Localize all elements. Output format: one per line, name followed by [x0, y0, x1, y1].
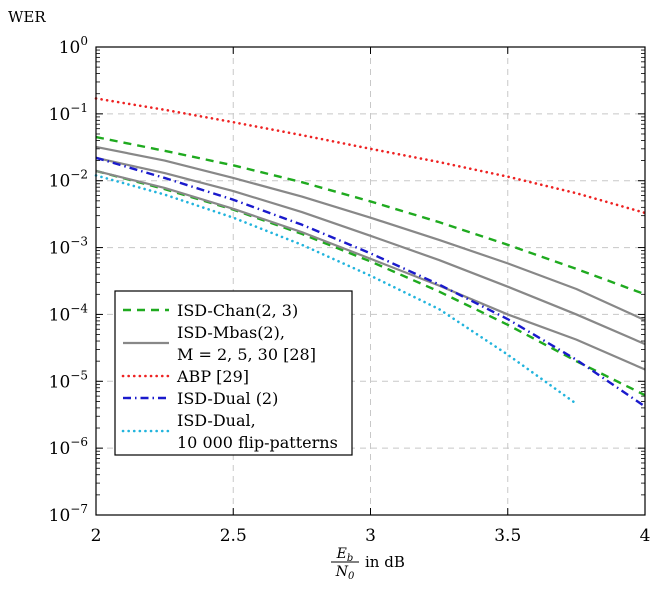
x-label-denominator: N0: [335, 564, 355, 582]
x-tick-label: 3.5: [494, 526, 521, 546]
y-tick-label: 100: [59, 34, 88, 58]
series-line-abp: [94, 97, 647, 215]
legend-label-abp: ABP [29]: [176, 367, 249, 386]
series-line-isd-mbas: [95, 156, 646, 346]
legend-box: [114, 290, 353, 456]
y-tick-label: 10−5: [49, 368, 88, 392]
axis-ticks: 2 2.5 3 3.5 4 100 10−1 10−2 10−3 10−4 10−5 10−6 10−7: [49, 34, 651, 546]
plot-lines: [94, 97, 647, 408]
minor-ticks: [96, 49, 645, 496]
x-tick-label: 3: [365, 526, 376, 546]
y-tick-label: 10−6: [49, 435, 88, 459]
x-tick-label: 2.5: [220, 526, 247, 546]
y-tick-label: 10−2: [49, 168, 88, 192]
legend: ISD-Chan(2, 3) ISD-Mbas(2), M = 2, 5, 30 […: [114, 290, 353, 456]
x-tick-label: 2: [91, 526, 102, 546]
y-tick-label: 10−7: [49, 502, 88, 526]
series-line-isd-dual-2: [95, 156, 646, 408]
y-tick-label: 10−4: [49, 301, 89, 325]
legend-label-isd-chan: ISD-Chan(2, 3): [177, 301, 298, 320]
legend-label-isd-dual-flip: 10 000 flip-patterns: [177, 433, 338, 452]
legend-label-isd-dual-flip: ISD-Dual,: [177, 411, 256, 430]
legend-label-isd-mbas: ISD-Mbas(2),: [177, 323, 285, 342]
series-line-isd-mbas: [95, 145, 646, 322]
y-axis-label: WER: [8, 8, 46, 26]
x-label-numerator: Eb: [336, 546, 354, 564]
legend-label-isd-mbas: M = 2, 5, 30 [28]: [177, 345, 316, 364]
series-line-isd-dual-flip: [94, 174, 578, 406]
x-tick-label: 4: [640, 526, 651, 546]
series-line-isd-mbas: [95, 169, 646, 371]
series-line-isd-chan: [95, 135, 646, 296]
y-tick-label: 10−1: [49, 101, 88, 125]
series-line-isd-chan: [95, 169, 646, 397]
y-tick-label: 10−3: [49, 235, 88, 259]
legend-label-isd-dual-2: ISD-Dual (2): [177, 389, 278, 408]
x-label-suffix: in dB: [365, 553, 405, 571]
